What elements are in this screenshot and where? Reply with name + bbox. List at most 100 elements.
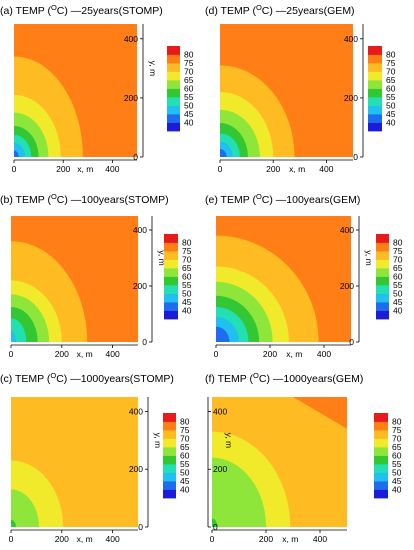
contour-area bbox=[14, 24, 137, 157]
colorbar-swatch bbox=[374, 438, 388, 448]
y-tick-label: 200 bbox=[129, 464, 143, 474]
x-tick-label: 200 bbox=[56, 164, 70, 174]
y-tick-label: 200 bbox=[213, 464, 227, 474]
colorbar-label: 60 bbox=[393, 272, 403, 282]
y-tick-label: 0 bbox=[213, 522, 218, 532]
x-tick-label: 400 bbox=[106, 349, 120, 359]
colorbar-swatch bbox=[163, 413, 176, 422]
x-tick-label: 200 bbox=[266, 164, 280, 174]
colorbar-swatch bbox=[374, 447, 388, 456]
contour-area bbox=[212, 397, 347, 527]
colorbar-swatch bbox=[368, 80, 382, 89]
colorbar-swatch bbox=[164, 276, 178, 286]
colorbar-label: 75 bbox=[184, 58, 194, 68]
contour-region-45 bbox=[14, 150, 19, 157]
colorbar-swatch bbox=[163, 472, 176, 482]
panel-title-superscript: O bbox=[51, 3, 57, 12]
colorbar-swatch bbox=[167, 63, 180, 72]
colorbar-swatch bbox=[374, 413, 388, 422]
colorbar-label: 50 bbox=[386, 101, 396, 111]
panel-title: (f) TEMP (OC) —1000years(GEM) bbox=[205, 371, 363, 385]
colorbar-label: 45 bbox=[182, 297, 192, 307]
colorbar-label: 55 bbox=[386, 92, 396, 102]
colorbar-swatch bbox=[376, 276, 389, 286]
panel-title-suffix: C) —1000years(STOMP) bbox=[56, 373, 174, 385]
colorbar-swatch bbox=[163, 430, 176, 439]
colorbar-label: 55 bbox=[180, 459, 190, 469]
colorbar-label: 65 bbox=[182, 263, 192, 273]
panel-title-superscript: O bbox=[50, 371, 56, 380]
colorbar-label: 70 bbox=[386, 67, 396, 77]
y-tick-label: 200 bbox=[340, 281, 354, 291]
x-axis-label: x, m bbox=[77, 164, 93, 174]
y-tick-label: 200 bbox=[133, 281, 147, 291]
panel-title-prefix: (d) TEMP ( bbox=[205, 5, 256, 17]
colorbar-label: 70 bbox=[180, 434, 190, 444]
x-tick-label: 400 bbox=[105, 164, 119, 174]
contour-region-50 bbox=[11, 330, 17, 342]
colorbar-label: 60 bbox=[386, 84, 396, 94]
colorbar-swatch bbox=[368, 54, 382, 64]
colorbar-swatch bbox=[374, 421, 388, 431]
colorbar-label: 50 bbox=[392, 468, 402, 478]
colorbar-swatch bbox=[376, 310, 389, 320]
colorbar-label: 70 bbox=[184, 67, 194, 77]
panel-title: (d) TEMP (OC) —25years(GEM) bbox=[205, 3, 355, 17]
colorbar-swatch bbox=[163, 464, 176, 473]
panel-title-suffix: C) —25years(STOMP) bbox=[57, 5, 163, 17]
colorbar-label: 40 bbox=[184, 118, 194, 128]
chart-panel-c: (c) TEMP (OC) —1000years(STOMP)0 200 400x,… bbox=[0, 371, 190, 544]
colorbar-swatch bbox=[376, 293, 389, 303]
colorbar-label: 70 bbox=[182, 255, 192, 265]
panel-title-superscript: O bbox=[51, 192, 57, 201]
y-tick-label: 0 bbox=[353, 152, 358, 162]
x-tick-label: 200 bbox=[263, 349, 277, 359]
colorbar-label: 75 bbox=[182, 246, 192, 256]
y-axis-label: y, m bbox=[153, 433, 163, 448]
x-tick-label: 400 bbox=[313, 534, 327, 544]
panel-title-superscript: O bbox=[253, 371, 259, 380]
x-tick-label: 0 bbox=[9, 349, 14, 359]
colorbar-swatch bbox=[163, 455, 176, 465]
colorbar-swatch bbox=[167, 122, 180, 132]
contour-region-65 bbox=[212, 457, 266, 527]
colorbar-swatch bbox=[164, 234, 178, 243]
colorbar-label: 45 bbox=[393, 297, 403, 307]
y-tick-label: 0 bbox=[133, 152, 138, 162]
panel-title-suffix: C) —100years(GEM) bbox=[262, 194, 361, 206]
contour-region-60 bbox=[212, 518, 218, 527]
contour-region-45 bbox=[216, 326, 230, 342]
colorbar-label: 50 bbox=[393, 289, 403, 299]
panel-title: (e) TEMP (OC) —100years(GEM) bbox=[205, 192, 360, 206]
colorbar-label: 60 bbox=[184, 84, 194, 94]
colorbar-label: 70 bbox=[392, 434, 402, 444]
x-tick-label: 200 bbox=[55, 534, 69, 544]
y-tick-label: 0 bbox=[349, 337, 354, 347]
colorbar-swatch bbox=[374, 430, 388, 439]
colorbar-swatch bbox=[164, 251, 178, 260]
x-tick-label: 0 bbox=[12, 164, 17, 174]
x-tick-label: 0 bbox=[214, 349, 219, 359]
y-axis-label: y, m bbox=[148, 61, 158, 76]
colorbar-swatch bbox=[167, 46, 180, 55]
colorbar-swatch bbox=[368, 114, 382, 123]
colorbar-swatch bbox=[368, 71, 382, 81]
panel-title-prefix: (a) TEMP ( bbox=[0, 5, 51, 17]
contour-area bbox=[11, 397, 138, 527]
colorbar-label: 65 bbox=[184, 75, 194, 85]
colorbar-label: 55 bbox=[393, 280, 403, 290]
panel-title: (a) TEMP (OC) —25years(STOMP) bbox=[0, 3, 163, 17]
y-tick-label: 400 bbox=[124, 34, 138, 44]
colorbar-swatch bbox=[164, 268, 178, 277]
colorbar-swatch bbox=[368, 97, 382, 106]
colorbar-label: 50 bbox=[182, 289, 192, 299]
colorbar-label: 55 bbox=[184, 92, 194, 102]
colorbar-label: 80 bbox=[184, 50, 194, 60]
colorbar-label: 45 bbox=[184, 109, 194, 119]
colorbar-swatch bbox=[374, 481, 388, 490]
colorbar-swatch bbox=[163, 421, 176, 431]
